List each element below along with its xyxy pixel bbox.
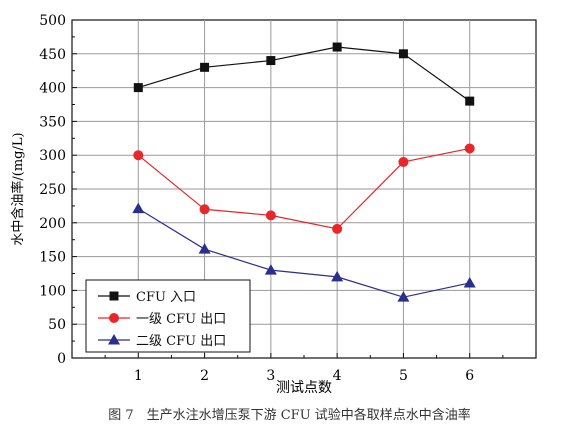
x-tick-label: 6 — [465, 368, 474, 384]
x-tick-label: 2 — [200, 368, 209, 384]
series-line — [137, 208, 470, 298]
legend-item: CFU 入口 — [98, 290, 196, 305]
y-tick-label: 150 — [39, 250, 66, 266]
line-chart: 0 50 100 150 200 250 300 350 400 450 500 1 2 3 4 5 6 测试… — [10, 13, 537, 396]
legend-marker — [108, 334, 120, 345]
y-tick-label: 0 — [57, 351, 66, 367]
legend-item: 二级 CFU 出口 — [98, 334, 226, 349]
series-line — [137, 147, 470, 230]
legend-item: 一级 CFU 出口 — [98, 312, 226, 327]
y-tick-label: 350 — [39, 114, 66, 130]
y-tick-label: 450 — [39, 47, 66, 63]
legend-marker — [109, 313, 119, 323]
y-tick-label: 300 — [39, 148, 66, 164]
x-tick-label: 1 — [134, 368, 143, 384]
legend-label: CFU 入口 — [136, 290, 196, 305]
x-tick-label: 3 — [266, 368, 275, 384]
data-point — [397, 291, 410, 302]
series-layer — [132, 42, 476, 302]
y-tick-label: 400 — [39, 81, 66, 97]
data-point — [198, 243, 211, 254]
y-tick-label: 500 — [39, 13, 66, 29]
x-tick-label: 5 — [399, 368, 408, 384]
data-point — [132, 202, 145, 214]
data-point — [398, 49, 408, 59]
legend-marker — [109, 291, 119, 301]
legend-label: 一级 CFU 出口 — [136, 312, 226, 327]
data-point — [264, 264, 277, 275]
y-tick-label: 200 — [39, 216, 66, 232]
data-point — [332, 42, 342, 52]
x-axis-label: 测试点数 — [276, 380, 332, 396]
series-2 — [133, 143, 475, 234]
data-point — [398, 156, 409, 167]
y-tick-label: 250 — [39, 182, 66, 198]
legend-label: 二级 CFU 出口 — [136, 334, 226, 349]
x-axis-ticks: 1 2 3 4 5 6 — [104, 353, 504, 384]
series-3 — [132, 202, 476, 302]
data-point — [133, 83, 143, 93]
y-axis-ticks: 0 50 100 150 200 250 300 350 400 450 500 — [39, 13, 77, 367]
x-tick-label: 4 — [333, 368, 342, 384]
data-point — [200, 62, 210, 72]
series-line — [138, 46, 471, 102]
data-point — [463, 276, 476, 288]
data-point — [266, 56, 276, 66]
figure-caption: 图 7 生产水注水增压泵下游 CFU 试验中各取样点水中含油率 — [108, 408, 471, 423]
y-tick-label: 50 — [48, 317, 66, 333]
series-1 — [133, 42, 475, 106]
data-point — [133, 150, 144, 161]
data-point — [199, 204, 210, 215]
data-point — [464, 143, 475, 154]
data-point — [332, 223, 343, 234]
y-tick-label: 100 — [39, 283, 66, 299]
y-axis-label: 水中含油率/(mg/L) — [10, 132, 26, 245]
data-point — [331, 270, 344, 282]
data-point — [265, 210, 276, 221]
data-point — [465, 96, 475, 106]
